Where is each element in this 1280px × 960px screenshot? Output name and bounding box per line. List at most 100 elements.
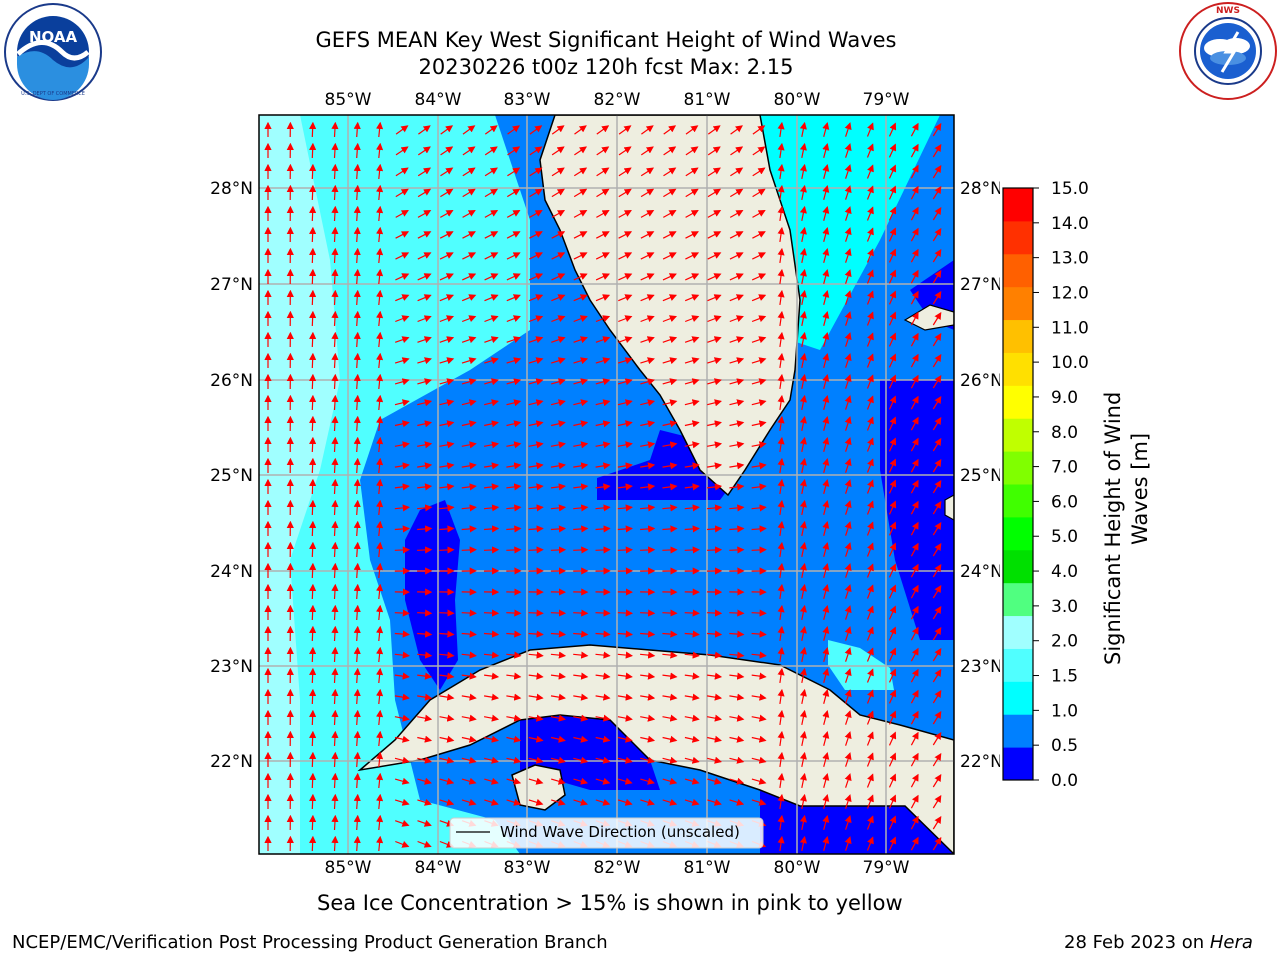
legend-label: Wind Wave Direction (unscaled): [500, 823, 740, 841]
wind-wave-arrow: [331, 625, 339, 642]
wind-wave-arrow: [932, 332, 942, 347]
wind-wave-arrow: [932, 143, 942, 158]
wind-wave-arrow: [484, 210, 499, 218]
wind-wave-arrow: [707, 210, 722, 218]
wind-wave-arrow: [777, 625, 785, 641]
wind-wave-arrow: [309, 352, 317, 369]
wind-wave-arrow: [910, 815, 919, 830]
wind-wave-arrow: [395, 125, 409, 135]
wind-wave-arrow: [663, 188, 677, 198]
wind-wave-arrow: [684, 441, 700, 449]
lat-label-left: 28°N: [210, 179, 253, 199]
wind-wave-arrow: [777, 415, 785, 431]
wind-wave-arrow: [910, 143, 919, 158]
wind-wave-arrow: [376, 331, 384, 348]
wind-wave-arrow: [777, 772, 785, 788]
wind-wave-arrow: [777, 499, 785, 515]
wind-wave-arrow: [888, 332, 897, 347]
lat-label-left: 27°N: [210, 275, 253, 295]
wind-wave-arrow: [461, 378, 477, 386]
wind-wave-arrow: [331, 331, 339, 348]
wind-wave-arrow: [866, 563, 874, 578]
wind-wave-arrow: [596, 125, 610, 135]
wind-wave-arrow: [353, 394, 361, 411]
colorbar-swatch: [1003, 220, 1033, 255]
wind-wave-arrow: [751, 693, 767, 701]
wind-wave-arrow: [417, 399, 433, 407]
wind-wave-arrow: [685, 146, 699, 156]
colorbar-tick-label: 7.0: [1051, 458, 1078, 478]
wind-wave-arrow: [331, 478, 339, 495]
wind-wave-arrow: [484, 146, 498, 156]
wind-wave-arrow: [595, 651, 611, 659]
wind-wave-arrow: [439, 777, 455, 785]
wind-wave-arrow: [822, 143, 830, 158]
wind-wave-arrow: [888, 626, 897, 641]
wind-wave-arrow: [551, 315, 566, 323]
wind-wave-arrow: [844, 626, 852, 641]
wind-wave-arrow: [822, 815, 830, 830]
wind-wave-arrow: [910, 773, 919, 788]
wind-wave-arrow: [331, 814, 339, 831]
wind-wave-arrow: [417, 630, 433, 638]
wind-wave-arrow: [394, 798, 410, 806]
wind-wave-arrow: [462, 210, 476, 218]
noaa-logo: NOAA U.S. DEPT OF COMMERCE: [4, 3, 102, 101]
wind-wave-arrow: [866, 836, 874, 851]
wind-wave-arrow: [439, 336, 455, 344]
wind-wave-arrow: [595, 483, 611, 491]
colorbar-swatch: [1003, 319, 1033, 353]
wind-wave-arrow: [331, 436, 339, 453]
wind-wave-arrow: [595, 546, 611, 554]
wind-wave-arrow: [309, 772, 317, 789]
wind-wave-arrow: [910, 731, 919, 746]
legend-box: Wind Wave Direction (unscaled): [449, 817, 764, 849]
wind-wave-arrow: [684, 756, 700, 764]
wind-wave-arrow: [866, 626, 874, 641]
wind-wave-arrow: [640, 504, 656, 512]
wind-wave-arrow: [866, 311, 874, 326]
wind-wave-arrow: [707, 756, 722, 764]
wind-wave-arrow: [309, 499, 317, 516]
wind-wave-arrow: [595, 714, 611, 722]
wind-wave-arrow: [866, 332, 874, 347]
wind-wave-arrow: [573, 798, 589, 806]
colorbar-tick-label: 4.0: [1051, 562, 1078, 582]
wind-wave-arrow: [640, 525, 656, 533]
wind-wave-arrow: [752, 125, 766, 135]
wind-wave-arrow: [866, 122, 874, 137]
wind-wave-arrow: [844, 164, 852, 179]
wind-wave-arrow: [439, 294, 455, 302]
wind-wave-arrow: [353, 436, 361, 453]
wind-wave-arrow: [662, 714, 678, 722]
florida-land: [539, 115, 801, 497]
wind-wave-arrow: [376, 541, 384, 558]
wind-wave-arrow: [618, 167, 632, 177]
wind-wave-arrow: [595, 441, 611, 449]
wind-wave-arrow: [910, 122, 919, 137]
wind-wave-arrow: [395, 294, 410, 302]
wind-wave-arrow: [888, 185, 897, 200]
wind-wave-arrow: [932, 731, 942, 746]
wind-wave-arrow: [595, 399, 611, 407]
wind-wave-arrow: [550, 735, 566, 743]
wind-wave-arrow: [528, 336, 544, 344]
wind-wave-arrow: [751, 504, 767, 512]
colorbar-tick-label: 1.0: [1051, 701, 1078, 721]
wind-wave-arrow: [395, 231, 410, 239]
wind-wave-arrow: [888, 311, 897, 326]
wind-wave-arrow: [331, 205, 339, 222]
wind-wave-arrow: [309, 226, 317, 243]
wind-wave-arrow: [376, 583, 384, 600]
wind-wave-arrow: [617, 483, 633, 491]
wind-wave-arrow: [777, 709, 785, 725]
wind-wave-arrow: [640, 294, 655, 302]
wind-wave-arrow: [484, 336, 499, 344]
colorbar-tick-label: 5.0: [1051, 527, 1078, 547]
colorbar-swatch: [1003, 253, 1033, 288]
wind-wave-arrow: [707, 483, 723, 491]
wind-wave-arrow: [506, 672, 522, 680]
wind-wave-arrow: [376, 730, 384, 747]
wind-wave-arrow: [596, 231, 610, 239]
wind-wave-arrow: [910, 647, 919, 662]
